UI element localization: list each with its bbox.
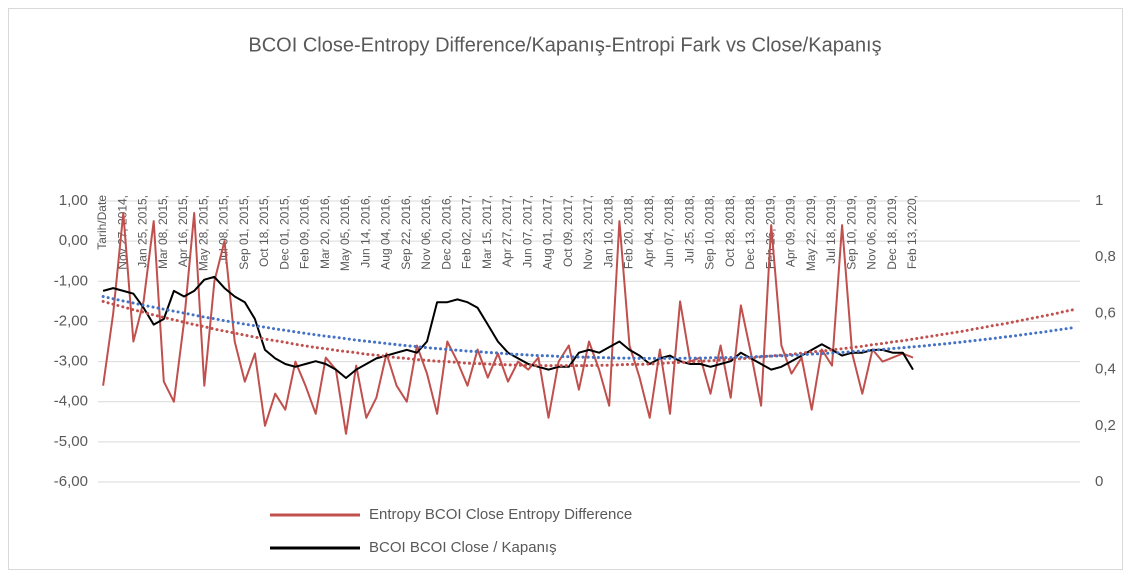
y-tick-label: -6,00 [54,473,88,490]
x-tick-label: Jun 07, 2018, [662,195,676,268]
series-line [102,275,914,379]
y2-tick-label: 0 [1095,473,1103,490]
x-tick-label: Sep 10, 2018, [703,195,717,270]
x-tick-label: Aug 04, 2016, [379,195,393,270]
x-tick-label: Feb 13, 2020, [905,195,919,269]
x-tick-label: Mar 15, 2017, [480,195,494,269]
x-tick-label: Apr 04, 2018, [642,195,656,267]
x-tick-label: Apr 16, 2015, [176,195,190,267]
legend-label: Entropy BCOI Close Entropy Difference [369,506,632,523]
chart-title: BCOI Close-Entropy Difference/Kapanış-En… [248,34,881,56]
x-tick-label: Feb 02, 2017, [460,195,474,269]
x-tick-label: Nov 06, 2016, [419,195,433,270]
y2-tick-label: 0,2 [1095,417,1116,434]
y2-tick-label: 1 [1095,192,1103,209]
x-tick-label: Aug 01, 2017, [541,195,555,270]
x-tick-label: Jul 08, 2015, [217,195,231,264]
y-tick-label: 0,00 [59,232,88,249]
x-tick-label: Dec 20, 2016, [439,195,453,270]
x-tick-label: Tarih/Date [95,195,109,250]
y2-tick-label: 0,8 [1095,248,1116,265]
x-tick-label: Dec 01, 2015, [277,195,291,270]
y-tick-label: -2,00 [54,312,88,329]
x-tick-label: May 05, 2016, [338,195,352,271]
x-tick-label: Jun 07, 2017, [520,195,534,268]
x-tick-label: Mar 08, 2015, [156,195,170,269]
trendline [101,299,1077,368]
x-tick-label: Feb 20, 2018, [622,195,636,269]
y-tick-label: -3,00 [54,353,88,370]
x-tick-label: Sep 10, 2019, [844,195,858,270]
x-tick-label: Nov 06, 2019, [865,195,879,270]
x-tick-label: Oct 28, 2018, [723,195,737,267]
x-tick-label: Dec 18, 2019, [885,195,899,270]
trendline [101,295,1077,360]
x-tick-label: Feb 09, 2016, [298,195,312,269]
x-tick-label: Sep 22, 2016, [399,195,413,270]
series-line [102,212,914,435]
y-tick-label: -5,00 [54,433,88,450]
y2-tick-label: 0,4 [1095,361,1116,378]
x-tick-label: May 28, 2015, [196,195,210,271]
chart-border [8,8,1123,570]
x-tick-label: May 22, 2019, [804,195,818,271]
x-tick-label: Oct 18, 2015, [257,195,271,267]
x-tick-label: Jul 25, 2018, [682,195,696,264]
y-tick-label: -4,00 [54,393,88,410]
x-tick-label: Nov 23, 2017, [581,195,595,270]
x-tick-label: Jun 14, 2016, [358,195,372,268]
x-tick-label: Jul 18, 2019, [824,195,838,264]
x-tick-label: Apr 27, 2017, [500,195,514,267]
y2-tick-label: 0,6 [1095,304,1116,321]
x-tick-label: Jan 25, 2015, [136,195,150,268]
x-tick-label: Apr 09, 2019, [784,195,798,267]
legend-label: BCOI BCOI Close / Kapanış [369,539,557,556]
x-tick-label: Jan 10, 2018, [601,195,615,268]
x-tick-label: Sep 01, 2015, [237,195,251,270]
x-tick-label: Mar 20, 2016, [318,195,332,269]
y-tick-label: -1,00 [54,272,88,289]
x-tick-label: Oct 09, 2017, [561,195,575,267]
x-tick-label: Dec 13, 2018, [743,195,757,270]
y-tick-label: 1,00 [59,192,88,209]
